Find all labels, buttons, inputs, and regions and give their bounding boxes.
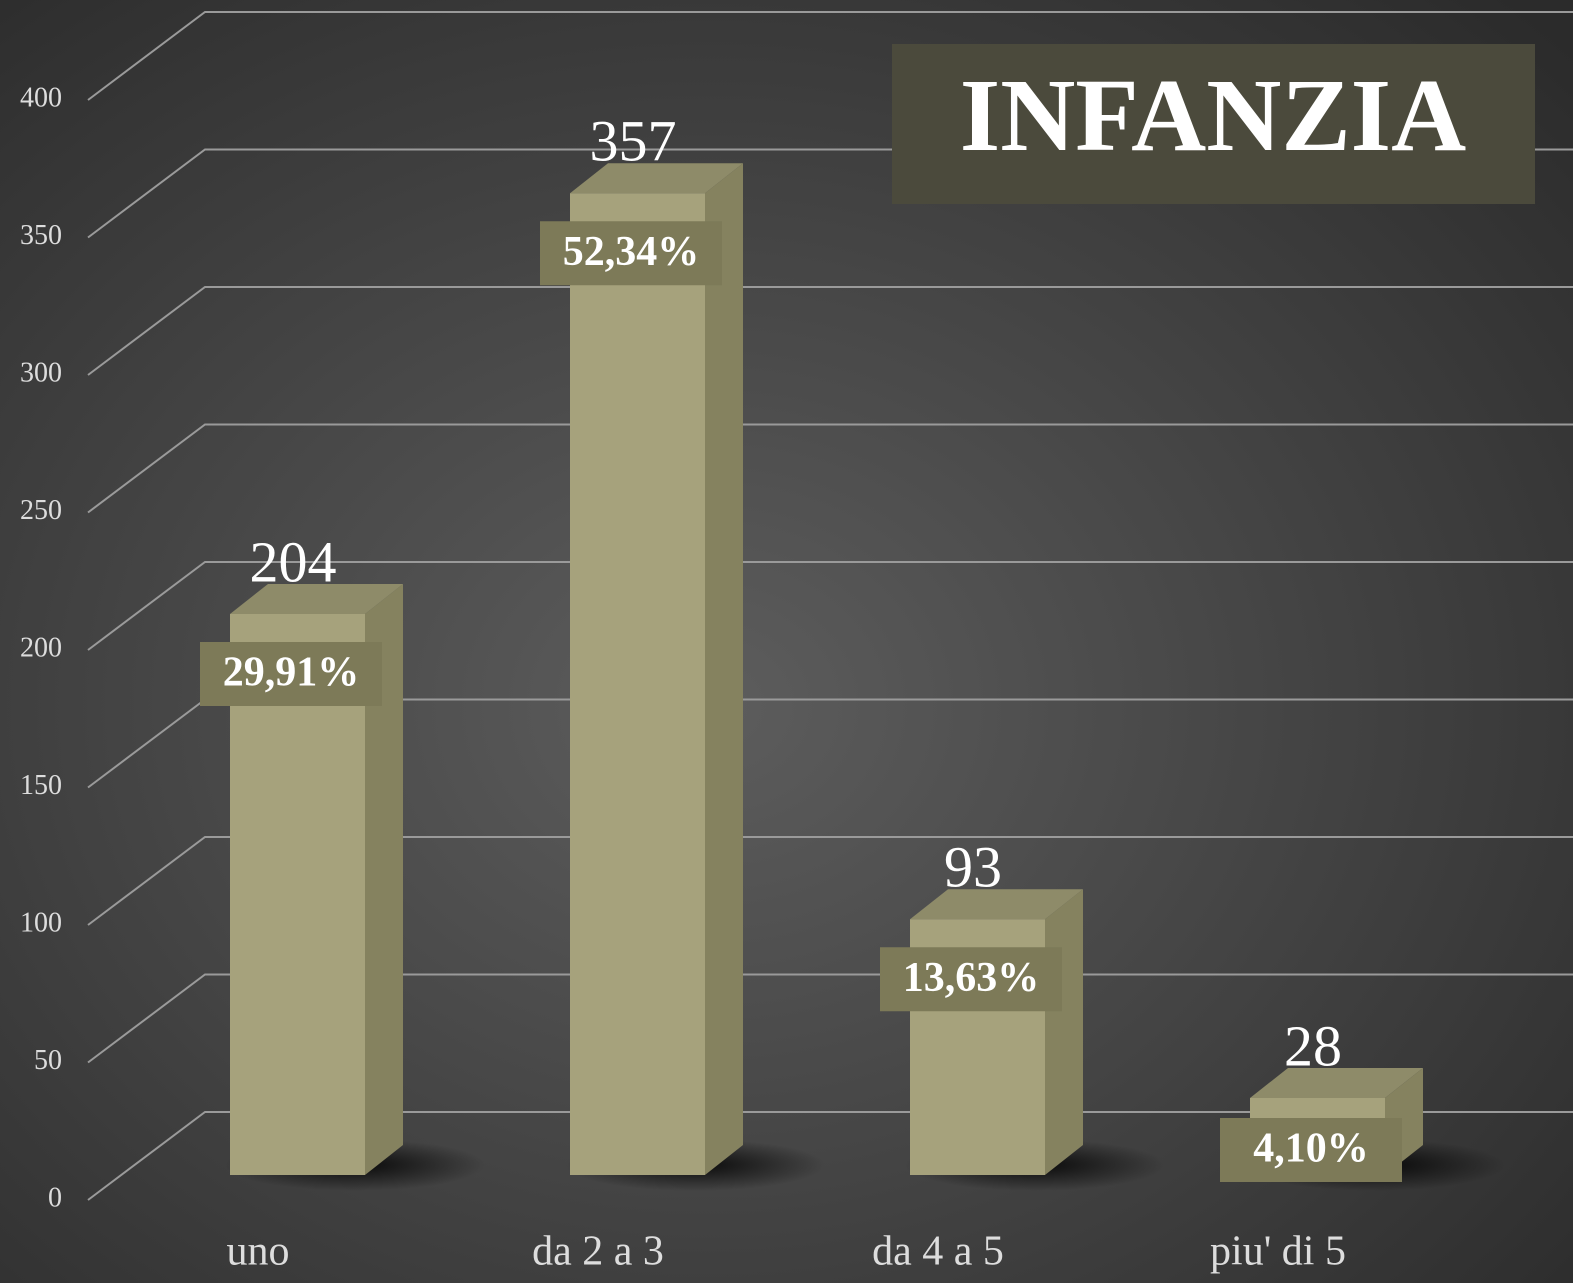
y-tick-label: 0 [48, 1182, 62, 1213]
bar [570, 193, 705, 1175]
x-tick-label: piu' di 5 [1210, 1229, 1346, 1275]
bar-top [570, 163, 743, 194]
bar-top [1250, 1068, 1423, 1098]
bar-side [365, 584, 403, 1175]
grid-line [87, 1111, 1573, 1201]
bar-top [230, 584, 403, 614]
grid-line [87, 836, 1573, 926]
value-label: 93 [944, 835, 1002, 900]
x-tick-label: da 4 a 5 [872, 1229, 1004, 1275]
value-label: 357 [590, 109, 677, 174]
grid-line [87, 423, 1573, 514]
chart-title: INFANZIA [960, 58, 1467, 173]
x-tick-label: da 2 a 3 [532, 1229, 664, 1275]
y-tick-label: 50 [34, 1045, 62, 1076]
value-label: 204 [250, 529, 337, 594]
percent-label: 52,34% [563, 229, 700, 275]
grid: 0 50 100 150 200 250 300 350 400 [20, 11, 1573, 1213]
bar [230, 614, 365, 1175]
percent-label: 4,10% [1253, 1126, 1369, 1172]
y-tick-label: 300 [20, 357, 62, 388]
percent-box [1220, 1118, 1402, 1182]
bar-top [910, 889, 1083, 920]
y-tick-label: 350 [20, 220, 62, 251]
percent-box [200, 642, 382, 706]
grid-line [87, 973, 1573, 1064]
grid-line [87, 286, 1573, 376]
x-tick-label: uno [227, 1229, 290, 1275]
y-tick-label: 150 [20, 770, 62, 801]
percent-box [540, 221, 722, 286]
y-tick-label: 200 [20, 632, 62, 663]
y-tick-label: 250 [20, 495, 62, 526]
title-box [892, 44, 1535, 204]
percent-label: 29,91% [223, 650, 360, 696]
grid-line [87, 561, 1573, 651]
bar-side [1045, 889, 1083, 1175]
percent-label: 13,63% [903, 955, 1040, 1001]
bar-side [705, 163, 743, 1175]
percent-box [880, 947, 1062, 1012]
value-label: 28 [1284, 1013, 1342, 1078]
y-tick-label: 100 [20, 907, 62, 938]
grid-line [87, 11, 1573, 101]
y-tick-label: 400 [20, 82, 62, 113]
bars: 204 29,91% uno 357 52,34% da 2 a 3 93 13,63% da … [200, 109, 1505, 1275]
